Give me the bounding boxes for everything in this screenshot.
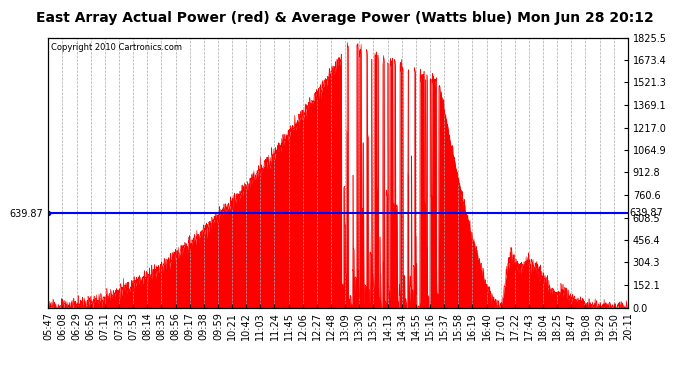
Text: 639.87: 639.87 bbox=[629, 208, 663, 218]
Text: Copyright 2010 Cartronics.com: Copyright 2010 Cartronics.com bbox=[51, 43, 182, 52]
Text: East Array Actual Power (red) & Average Power (Watts blue) Mon Jun 28 20:12: East Array Actual Power (red) & Average … bbox=[36, 11, 654, 25]
